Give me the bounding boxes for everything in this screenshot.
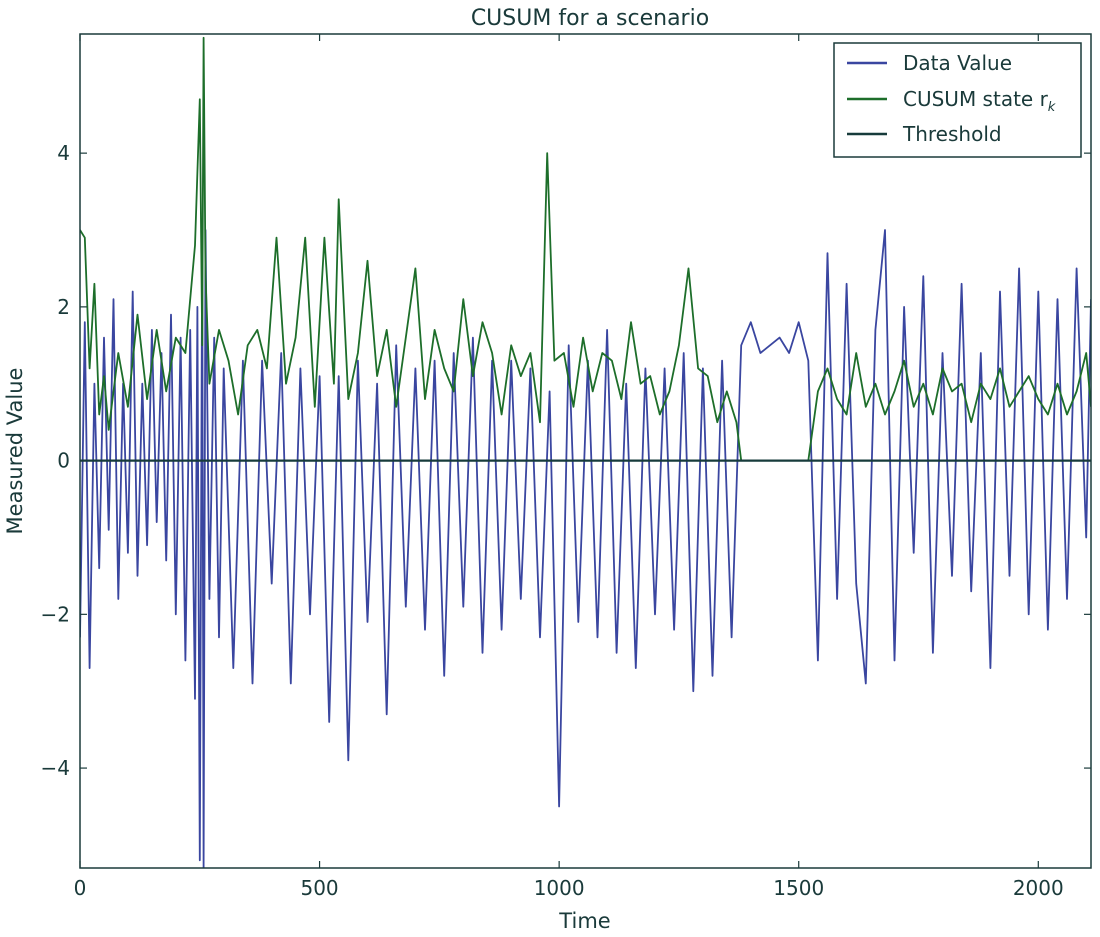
y-tick-label: −4 [41,756,70,780]
series-line-cusum-state-r-k [80,36,1091,462]
y-tick-label: −2 [41,602,70,626]
legend-label-threshold: Threshold [902,122,1002,146]
legend-label-data-value: Data Value [903,51,1012,75]
legend-label-cusum-subscript: k [1048,100,1056,115]
legend-label-cusum-state-text: CUSUM state r [903,87,1049,111]
legend: Data Value CUSUM state rk Threshold [833,42,1082,158]
plot-area [80,36,1091,868]
x-tick-label: 1500 [773,876,824,900]
x-tick-label: 1000 [534,876,585,900]
legend-label-cusum-state: CUSUM state rk [903,87,1056,115]
axis-ticks: 0 500 1000 1500 2000 −4 −2 0 2 4 [41,34,1091,900]
x-axis-label: Time [558,909,610,933]
y-axis-label: Measured Value [3,368,27,535]
series-line-data-value [80,229,1091,868]
chart-title: CUSUM for a scenario [471,6,709,31]
y-tick-label: 2 [57,295,70,319]
x-tick-label: 500 [300,876,338,900]
x-tick-label: 0 [74,876,87,900]
y-tick-label: 4 [57,141,70,165]
x-tick-label: 2000 [1013,876,1064,900]
plot-frame [79,33,1092,869]
y-tick-label: 0 [57,449,70,473]
